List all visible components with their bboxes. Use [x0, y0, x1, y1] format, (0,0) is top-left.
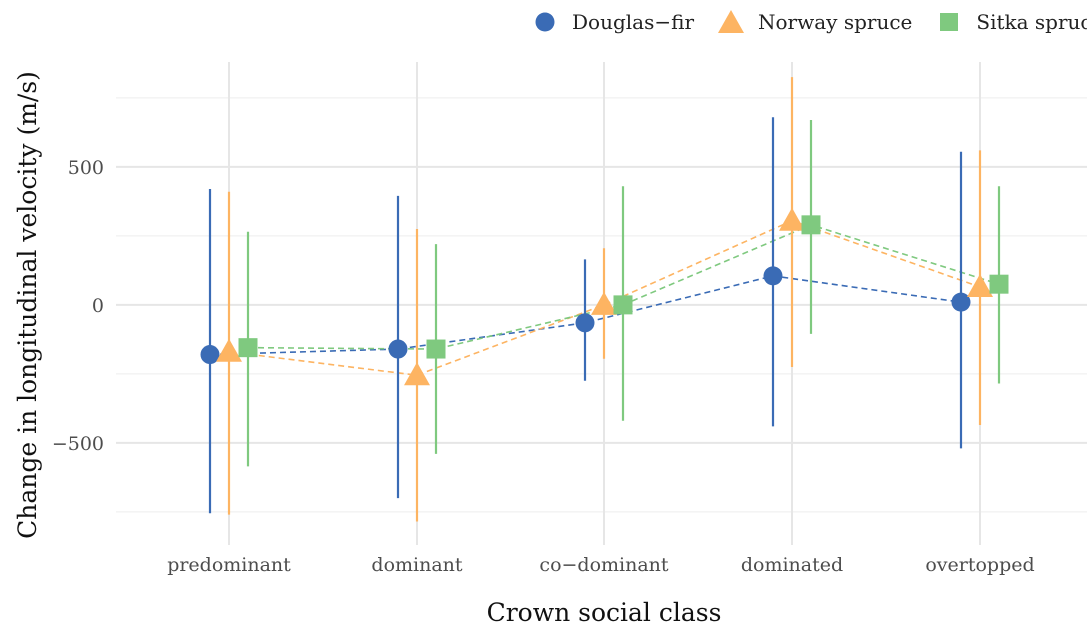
x-tick-label: dominant [371, 554, 462, 576]
data-point-square [426, 339, 446, 359]
x-tick-label: co−dominant [539, 554, 668, 576]
square-marker-icon [940, 13, 959, 31]
x-tick-label: overtopped [925, 554, 1034, 576]
data-point-square [613, 295, 633, 315]
data-point-triangle [967, 273, 993, 297]
legend-item-douglas-fir: Douglas−fir [530, 7, 694, 37]
data-point-circle [575, 313, 595, 333]
circle-marker-icon [535, 12, 555, 32]
data-point-square [989, 274, 1009, 294]
legend: Douglas−fir Norway spruce Sitka spruce [530, 6, 1087, 38]
data-point-circle [763, 266, 783, 286]
triangle-marker-icon [718, 10, 745, 33]
data-point-circle [951, 292, 971, 312]
data-point-triangle [404, 362, 430, 386]
legend-item-norway-spruce: Norway spruce [716, 7, 912, 37]
y-axis-title: Change in longitudinal velocity (m/s) [13, 71, 42, 539]
x-tick-label: predominant [167, 554, 291, 576]
data-point-triangle [216, 338, 242, 362]
legend-label-douglas-fir: Douglas−fir [572, 10, 695, 34]
data-point-triangle [779, 207, 805, 231]
series-line [228, 219, 981, 377]
y-tick-label: 0 [92, 295, 104, 317]
legend-label-sitka-spruce: Sitka spruce [976, 10, 1087, 34]
y-tick-label: −500 [52, 433, 104, 455]
data-point-circle [388, 339, 408, 359]
x-tick-label: dominated [741, 554, 843, 576]
data-point-triangle [591, 291, 617, 315]
x-axis-title: Crown social class [487, 598, 722, 627]
legend-item-sitka-spruce: Sitka spruce [934, 7, 1087, 37]
series-line [209, 275, 962, 356]
data-point-square [238, 338, 258, 358]
y-tick-label: 500 [68, 157, 104, 179]
legend-label-norway-spruce: Norway spruce [758, 10, 913, 34]
data-point-circle [200, 345, 220, 365]
data-point-square [801, 215, 821, 235]
